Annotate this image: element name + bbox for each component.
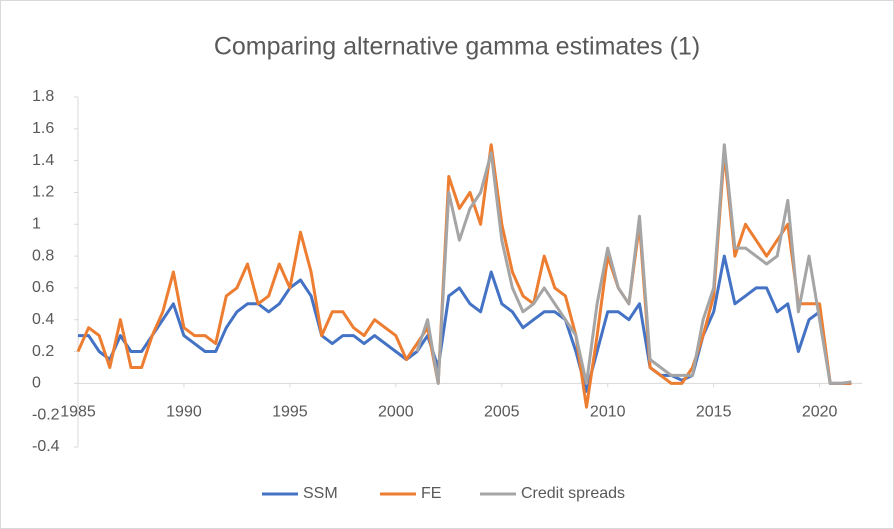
x-tick-label: 2000: [378, 404, 414, 421]
y-tick-label: 1.2: [32, 184, 54, 201]
legend-label: SSM: [303, 485, 338, 502]
chart-title: Comparing alternative gamma estimates (1…: [214, 33, 700, 61]
x-tick-label: 2020: [802, 404, 838, 421]
y-tick-label: 0.8: [32, 247, 54, 264]
y-tick-label: -0.2: [32, 406, 60, 423]
y-tick-label: 0.6: [32, 279, 54, 296]
y-tick-label: 0.4: [32, 311, 54, 328]
x-tick-label: 1995: [272, 404, 308, 421]
x-tick-label: 2010: [590, 404, 626, 421]
legend-label: FE: [421, 485, 441, 502]
y-tick-label: 0: [32, 375, 41, 392]
y-tick-label: -0.4: [32, 438, 60, 455]
x-tick-label: 2005: [484, 404, 520, 421]
y-tick-label: 1: [32, 215, 41, 232]
x-tick-label: 2015: [696, 404, 732, 421]
y-tick-label: 1.6: [32, 120, 54, 137]
x-tick-label: 1990: [166, 404, 202, 421]
y-tick-label: 1.4: [32, 152, 54, 169]
legend-label: Credit spreads: [521, 485, 625, 502]
series-line: [415, 143, 852, 385]
y-tick-label: 1.8: [32, 88, 54, 105]
x-tick-label: 1985: [60, 404, 96, 421]
y-tick-label: 0.2: [32, 343, 54, 360]
series-line: [78, 254, 852, 393]
